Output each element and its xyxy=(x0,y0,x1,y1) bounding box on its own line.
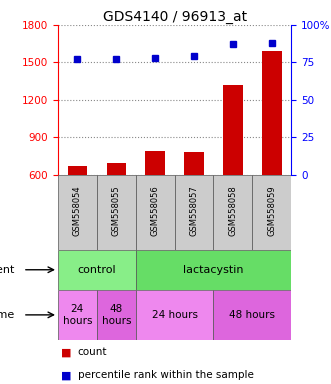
Title: GDS4140 / 96913_at: GDS4140 / 96913_at xyxy=(103,10,247,24)
Text: percentile rank within the sample: percentile rank within the sample xyxy=(78,370,254,381)
Text: ■: ■ xyxy=(61,347,72,358)
Text: GSM558055: GSM558055 xyxy=(112,185,121,236)
Text: lactacystin: lactacystin xyxy=(183,265,244,275)
Bar xyxy=(262,51,282,175)
Bar xyxy=(175,175,213,250)
Text: 24 hours: 24 hours xyxy=(152,310,198,320)
Bar xyxy=(213,175,252,250)
Bar xyxy=(145,151,165,175)
Text: agent: agent xyxy=(0,265,15,275)
Text: control: control xyxy=(77,265,116,275)
Bar xyxy=(136,175,175,250)
Bar xyxy=(252,175,291,250)
Text: GSM558059: GSM558059 xyxy=(267,185,276,236)
Bar xyxy=(97,290,136,340)
Text: 48 hours: 48 hours xyxy=(229,310,275,320)
Text: ■: ■ xyxy=(61,370,72,381)
Bar xyxy=(58,250,136,290)
Bar xyxy=(107,164,126,175)
Bar xyxy=(97,175,136,250)
Bar xyxy=(223,85,243,175)
Bar xyxy=(68,166,87,175)
Text: time: time xyxy=(0,310,15,320)
Bar xyxy=(213,290,291,340)
Text: 24
hours: 24 hours xyxy=(63,304,92,326)
Text: GSM558057: GSM558057 xyxy=(190,185,199,236)
Bar xyxy=(136,250,291,290)
Text: count: count xyxy=(78,347,107,358)
Text: GSM558058: GSM558058 xyxy=(228,185,237,236)
Bar xyxy=(58,175,97,250)
Text: GSM558054: GSM558054 xyxy=(73,185,82,236)
Bar xyxy=(184,152,204,175)
Bar xyxy=(58,290,97,340)
Bar xyxy=(136,290,213,340)
Text: GSM558056: GSM558056 xyxy=(151,185,160,236)
Text: 48
hours: 48 hours xyxy=(102,304,131,326)
